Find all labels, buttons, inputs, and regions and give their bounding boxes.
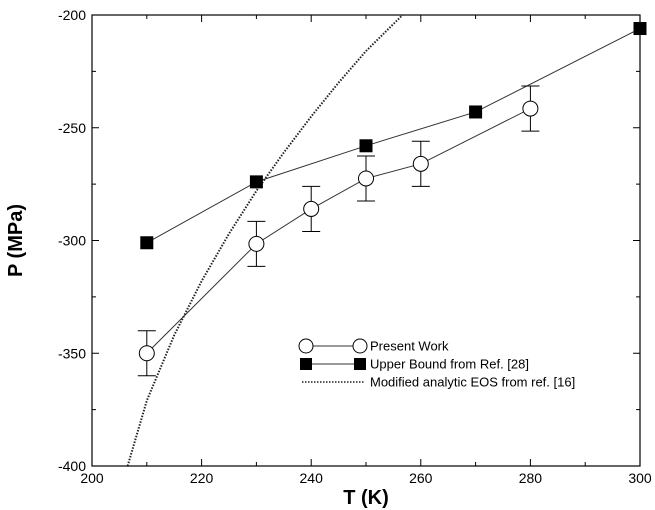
legend-marker	[354, 358, 366, 370]
data-point-present-work	[138, 345, 155, 362]
y-tick-label: -200	[58, 7, 86, 23]
legend-marker	[300, 358, 312, 370]
series-line-0	[146, 108, 531, 354]
x-tick-label: 300	[628, 470, 652, 486]
legend-marker	[352, 338, 368, 354]
series-line-1	[146, 28, 640, 244]
data-point-present-work	[303, 200, 320, 217]
x-axis-label: T (K)	[343, 487, 389, 509]
data-point-present-work	[358, 170, 374, 187]
legend-label: Upper Bound from Ref. [28]	[370, 357, 529, 372]
x-tick-label: 220	[190, 470, 214, 486]
legend-marker	[298, 338, 314, 354]
series-group	[126, 15, 640, 466]
plot-frame	[91, 14, 641, 467]
data-point-upper-bound	[469, 105, 483, 119]
legend-label: Modified analytic EOS from ref. [16]	[370, 375, 575, 390]
axes: 200 220 240 260 280 300 -400 -350 -300 -250 -200 T …	[5, 7, 652, 509]
data-point-upper-bound	[359, 139, 373, 153]
plot-area	[126, 15, 647, 466]
y-tick-label: -350	[58, 345, 86, 361]
legend-label: Present Work	[370, 339, 449, 354]
x-tick-label: 280	[519, 470, 543, 486]
y-axis-label: P (MPa)	[5, 204, 27, 277]
data-point-present-work	[522, 100, 539, 117]
y-tick-label: -250	[58, 120, 86, 136]
data-point-upper-bound	[140, 236, 154, 250]
x-tick-label: 260	[409, 470, 433, 486]
y-tick-label: -300	[58, 233, 86, 249]
data-point-upper-bound	[249, 175, 263, 189]
x-tick-label: 200	[80, 470, 104, 486]
x-tick-label: 240	[300, 470, 324, 486]
legend: Present Work Upper Bound from Ref. [28] Mo…	[298, 338, 575, 390]
y-tick-label: -400	[58, 458, 86, 474]
data-point-present-work	[412, 155, 429, 172]
series-line-eos	[126, 15, 404, 466]
data-point-present-work	[248, 235, 265, 252]
